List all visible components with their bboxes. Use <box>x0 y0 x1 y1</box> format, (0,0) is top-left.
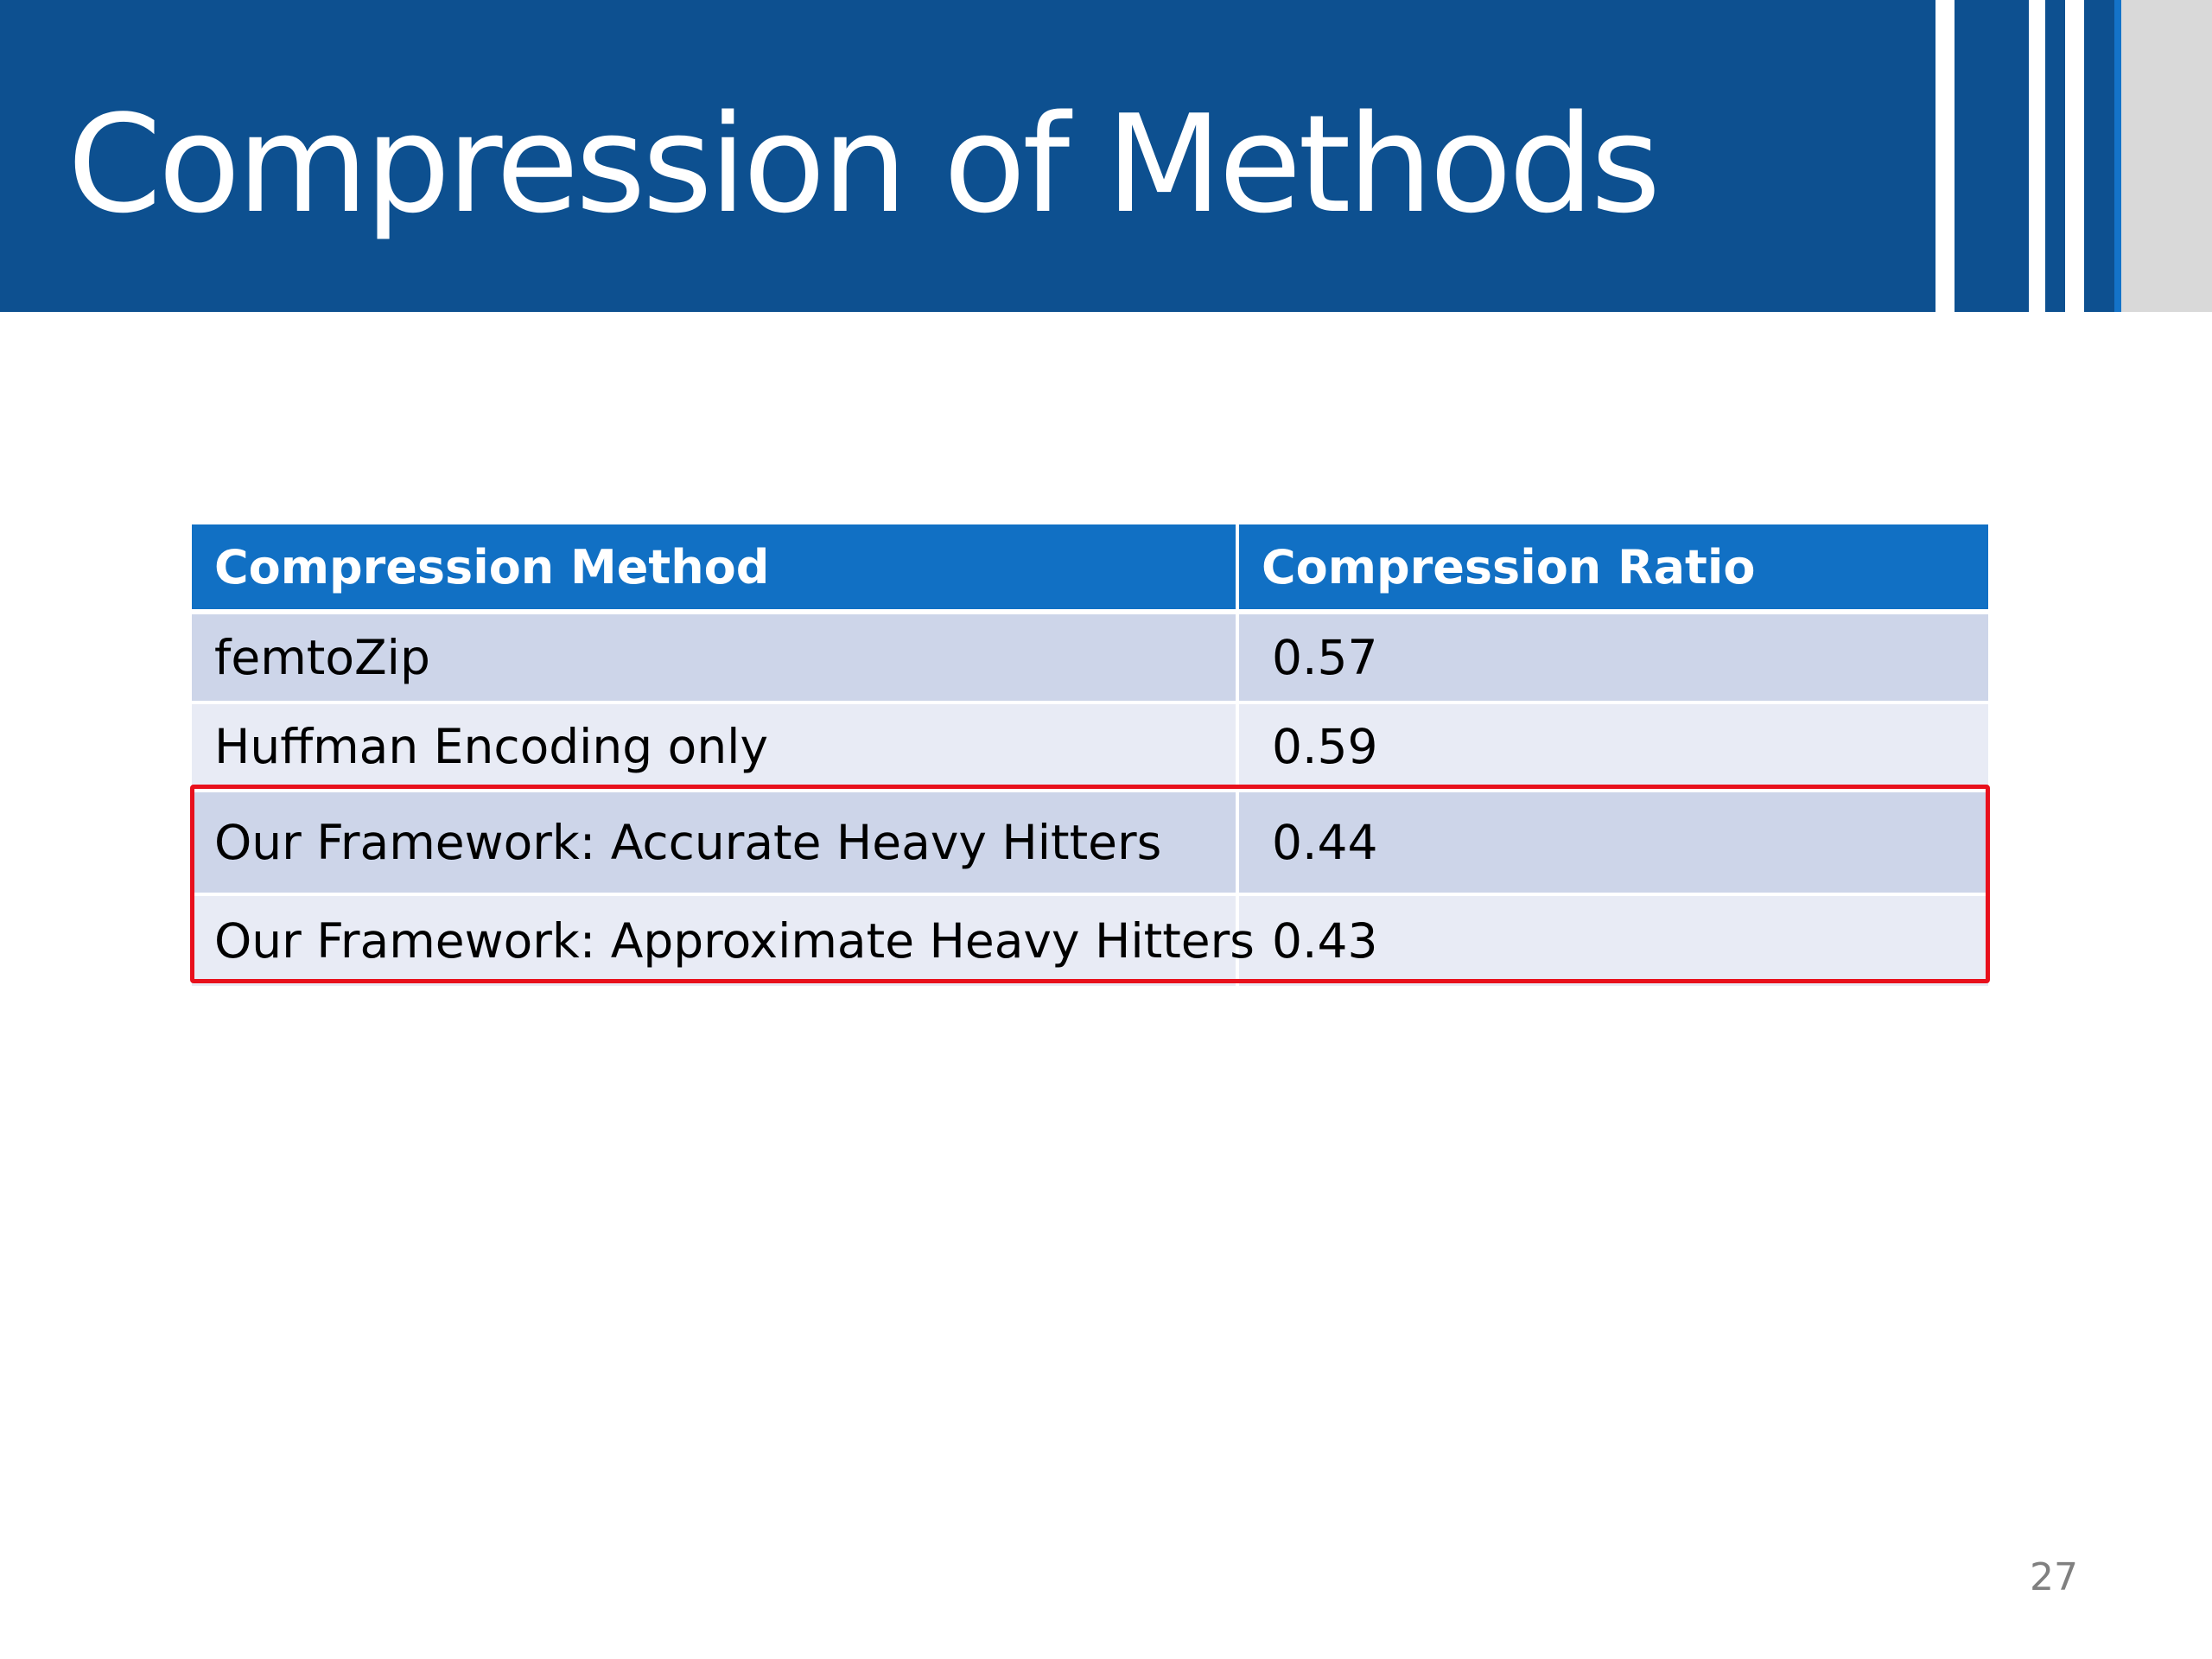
table-row: Our Framework: Approximate Heavy Hitters… <box>192 894 1988 989</box>
method-cell: Our Framework: Approximate Heavy Hitters <box>192 894 1255 989</box>
decorative-stripe <box>1955 0 2029 312</box>
header-compression-ratio: Compression Ratio <box>1237 524 1988 614</box>
decorative-stripe <box>2045 0 2065 312</box>
table-row: femtoZip 0.57 <box>192 612 1988 704</box>
ratio-cell: 0.44 <box>1237 791 1988 896</box>
title-bar: Compression of Methods <box>0 0 1936 312</box>
decorative-stripe <box>2121 0 2212 312</box>
page-number: 27 <box>2030 1555 2078 1599</box>
method-cell: Huffman Encoding only <box>192 702 1239 792</box>
method-cell: femtoZip <box>192 612 1239 704</box>
compression-table: Compression Method Compression Ratio fem… <box>192 524 1988 989</box>
ratio-cell: 0.43 <box>1237 894 1988 989</box>
ratio-cell: 0.57 <box>1237 612 1988 704</box>
table-row: Our Framework: Accurate Heavy Hitters 0.… <box>192 791 1988 896</box>
table-header-row: Compression Method Compression Ratio <box>192 524 1988 614</box>
slide-title: Compression of Methods <box>67 86 1661 243</box>
method-cell: Our Framework: Accurate Heavy Hitters <box>192 791 1239 896</box>
decorative-stripe <box>2084 0 2114 312</box>
ratio-cell: 0.59 <box>1237 702 1988 792</box>
table-row: Huffman Encoding only 0.59 <box>192 702 1988 792</box>
header-compression-method: Compression Method <box>192 524 1239 614</box>
